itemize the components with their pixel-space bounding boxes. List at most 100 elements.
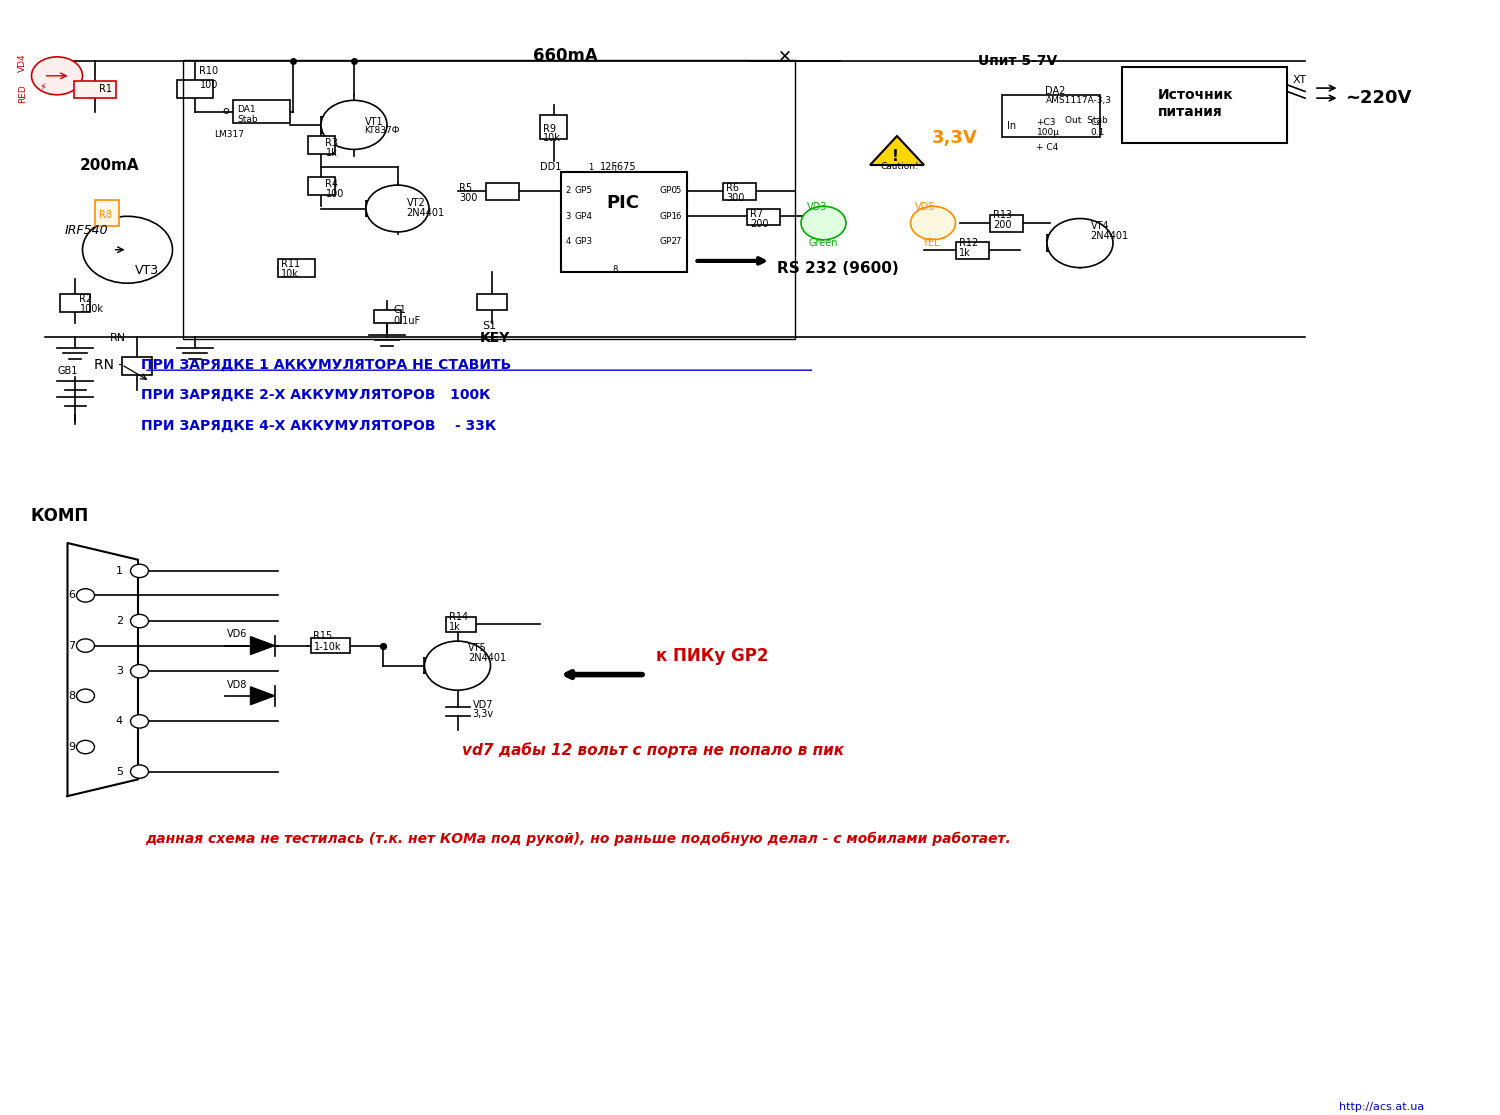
Circle shape xyxy=(424,641,490,690)
Text: R2: R2 xyxy=(80,294,93,303)
Text: R6: R6 xyxy=(726,184,740,193)
Bar xyxy=(308,136,334,154)
Text: 6: 6 xyxy=(68,591,75,600)
Text: 100μ: 100μ xyxy=(1036,128,1059,137)
Text: 0.1: 0.1 xyxy=(1090,128,1106,137)
Text: GP0: GP0 xyxy=(660,186,678,195)
Text: 1-10k: 1-10k xyxy=(314,642,340,651)
Bar xyxy=(122,357,152,375)
Text: Out  Stab: Out Stab xyxy=(1065,116,1107,125)
Text: o: o xyxy=(222,107,228,116)
Bar xyxy=(723,183,756,200)
Bar xyxy=(1002,95,1100,137)
Text: VD8: VD8 xyxy=(226,680,248,689)
Circle shape xyxy=(82,216,172,283)
Text: VT2: VT2 xyxy=(406,198,426,207)
Text: R15: R15 xyxy=(314,631,333,640)
Text: 200: 200 xyxy=(993,221,1011,230)
Text: Stab: Stab xyxy=(237,115,258,124)
Text: PIC: PIC xyxy=(606,194,639,212)
Text: http://acs.at.ua: http://acs.at.ua xyxy=(1340,1103,1425,1112)
Text: 8: 8 xyxy=(612,265,618,274)
Text: 10k: 10k xyxy=(280,270,298,279)
Text: 4: 4 xyxy=(116,717,123,726)
Text: 2N4401: 2N4401 xyxy=(468,653,506,662)
Text: 200: 200 xyxy=(750,220,768,229)
Text: 100: 100 xyxy=(200,80,217,89)
Text: 3,3V: 3,3V xyxy=(932,129,978,147)
Circle shape xyxy=(321,100,387,149)
Text: S1: S1 xyxy=(482,321,496,330)
Polygon shape xyxy=(251,637,274,655)
Text: YEL: YEL xyxy=(922,239,940,248)
Text: RS 232 (9600): RS 232 (9600) xyxy=(777,261,898,277)
Circle shape xyxy=(130,665,148,678)
Text: к ПИКу GP2: к ПИКу GP2 xyxy=(656,647,768,665)
Bar xyxy=(310,638,350,653)
Bar xyxy=(540,115,567,139)
Text: 2: 2 xyxy=(566,186,570,195)
Text: ПРИ ЗАРЯДКЕ 2-Х АККУМУЛЯТОРОВ   100К: ПРИ ЗАРЯДКЕ 2-Х АККУМУЛЯТОРОВ 100К xyxy=(141,388,490,401)
Text: RN: RN xyxy=(110,333,126,342)
Circle shape xyxy=(76,639,94,652)
Text: R5: R5 xyxy=(459,184,472,193)
Circle shape xyxy=(801,206,846,240)
Circle shape xyxy=(130,765,148,778)
Text: +C3: +C3 xyxy=(1036,118,1056,127)
Text: 2N4401: 2N4401 xyxy=(1090,232,1128,241)
Text: RED: RED xyxy=(18,85,27,103)
Text: VD4: VD4 xyxy=(18,54,27,71)
Text: ПРИ ЗАРЯДКЕ 1 АККУМУЛЯТОРА НЕ СТАВИТЬ: ПРИ ЗАРЯДКЕ 1 АККУМУЛЯТОРА НЕ СТАВИТЬ xyxy=(141,358,512,371)
Polygon shape xyxy=(251,687,274,705)
Bar xyxy=(446,617,476,632)
Bar xyxy=(561,172,687,272)
Text: C1: C1 xyxy=(393,306,406,314)
Text: R1: R1 xyxy=(99,85,112,94)
Text: C2: C2 xyxy=(1090,118,1102,127)
Bar xyxy=(308,177,334,195)
Text: 3,3v: 3,3v xyxy=(472,709,494,718)
Bar xyxy=(747,209,780,225)
Text: 660mA: 660mA xyxy=(532,47,597,65)
Text: DA2: DA2 xyxy=(1046,87,1066,96)
Text: VT1: VT1 xyxy=(364,117,382,126)
Text: R4: R4 xyxy=(326,180,339,188)
Text: питания: питания xyxy=(1158,105,1222,118)
Circle shape xyxy=(76,689,94,702)
Text: Green: Green xyxy=(808,239,838,248)
Bar xyxy=(74,81,116,98)
Text: 7: 7 xyxy=(68,641,75,650)
Circle shape xyxy=(1047,219,1113,268)
Text: RN -: RN - xyxy=(94,358,123,371)
Text: 1: 1 xyxy=(116,566,123,575)
Text: ~220V: ~220V xyxy=(1346,89,1412,107)
Circle shape xyxy=(130,564,148,578)
Text: + C4: + C4 xyxy=(1036,143,1059,152)
Text: 300: 300 xyxy=(459,194,477,203)
Text: 8: 8 xyxy=(68,691,75,700)
Text: AMS1117A-3,3: AMS1117A-3,3 xyxy=(1046,96,1112,105)
Text: 200mA: 200mA xyxy=(80,157,140,173)
Bar xyxy=(956,242,988,259)
Bar xyxy=(477,294,507,310)
Text: R9: R9 xyxy=(543,125,556,134)
Text: GP2: GP2 xyxy=(660,237,678,246)
Text: R12: R12 xyxy=(958,239,978,248)
Text: 300: 300 xyxy=(726,194,744,203)
Text: GP4: GP4 xyxy=(574,212,592,221)
Text: GB1: GB1 xyxy=(57,367,78,376)
Text: R14: R14 xyxy=(448,612,468,621)
Bar xyxy=(486,183,519,200)
Text: VD6: VD6 xyxy=(226,630,248,639)
Text: VD7: VD7 xyxy=(472,700,494,709)
Text: VT4: VT4 xyxy=(1090,222,1108,231)
Text: 1: 1 xyxy=(612,165,618,174)
Text: 2N4401: 2N4401 xyxy=(406,209,444,217)
Text: Caution!: Caution! xyxy=(880,162,920,171)
Text: !: ! xyxy=(892,148,898,164)
Text: 10k: 10k xyxy=(543,134,561,143)
Circle shape xyxy=(76,740,94,754)
Text: 100k: 100k xyxy=(80,304,104,313)
Circle shape xyxy=(130,614,148,628)
Text: данная схема не тестилась (т.к. нет КОМа под рукой), но раньше подобную делал - : данная схема не тестилась (т.к. нет КОМа… xyxy=(146,832,1011,845)
